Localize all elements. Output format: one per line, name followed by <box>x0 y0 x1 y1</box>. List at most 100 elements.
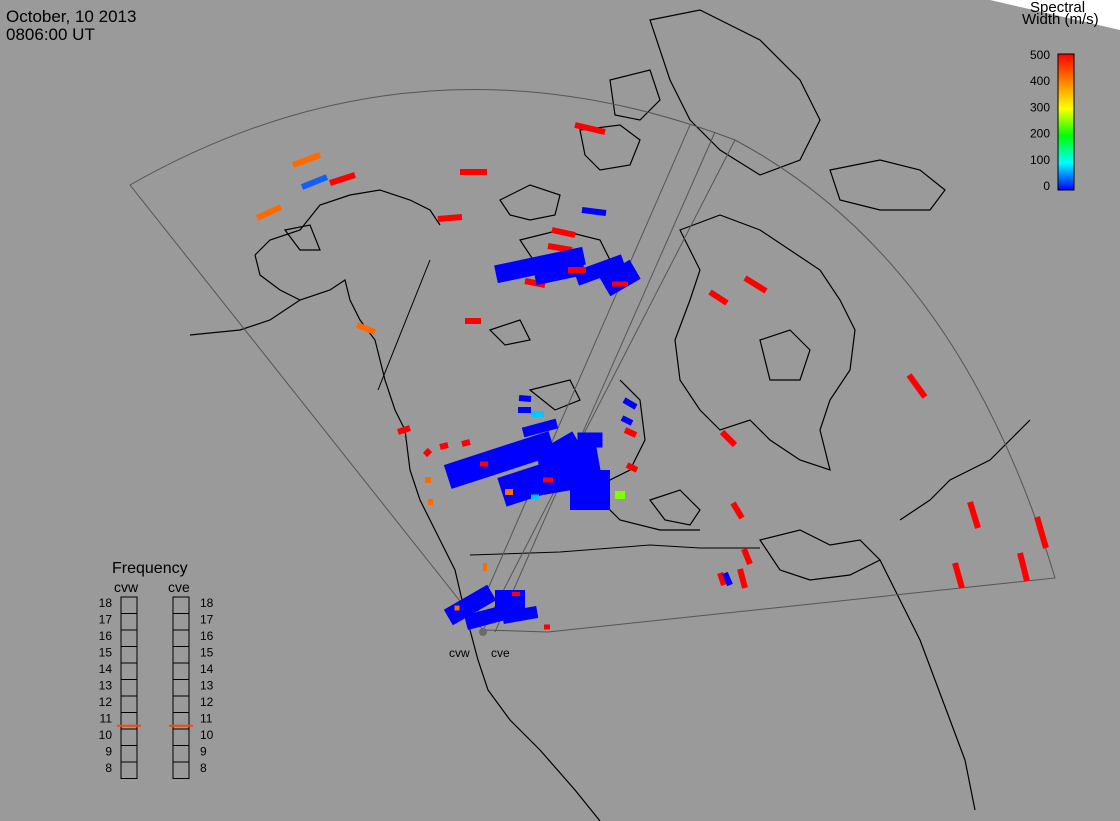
scatter-cluster <box>501 606 539 624</box>
frequency-scale-label: 10 <box>99 728 113 742</box>
colorbar-ticks: 500 400 300 200 100 0 <box>1030 48 1050 193</box>
scatter-cell <box>454 605 460 611</box>
scatter-cell <box>544 624 550 630</box>
frequency-scale-label: 18 <box>200 596 214 610</box>
frequency-scale-label: 14 <box>99 662 113 676</box>
scatter-cluster <box>570 470 610 510</box>
scatter-cluster <box>599 259 641 297</box>
scatter-cell <box>967 501 981 529</box>
scatter-cell <box>437 214 463 222</box>
scatter-cell <box>505 489 513 495</box>
frequency-panel: 18 18 17 17 16 16 15 15 14 14 13 13 12 12 11 11 10 10 9 9 8 8 <box>99 596 214 779</box>
colorbar <box>1057 53 1075 191</box>
frequency-title: Frequency <box>112 560 188 577</box>
scatter-cluster <box>521 418 559 438</box>
scatter-cluster <box>443 431 557 489</box>
radar-label-cve: cve <box>491 646 510 660</box>
scatter-cell <box>551 227 576 238</box>
scatter-cell <box>743 275 768 294</box>
frequency-scale-label: 13 <box>99 679 113 693</box>
colorbar-title-line1: Spectral <box>1030 0 1086 16</box>
radar-label-cvw: cvw <box>449 646 470 660</box>
scatter-cluster <box>443 584 497 626</box>
scatter-layer <box>255 122 1049 631</box>
scatter-cell <box>906 373 928 399</box>
scatter-cell <box>568 267 586 273</box>
colorbar-tick-label: 100 <box>1030 153 1050 167</box>
scatter-cell <box>1034 516 1049 549</box>
scatter-cluster <box>577 432 603 448</box>
scatter-cell <box>620 415 634 426</box>
frequency-scale-label: 15 <box>99 646 113 660</box>
scatter-cluster <box>573 254 627 286</box>
frequency-column-cve <box>172 596 190 779</box>
scatter-cell <box>512 592 520 596</box>
coastlines <box>189 9 1031 821</box>
colorbar-tick-label: 500 <box>1030 48 1050 62</box>
scatter-cell <box>461 439 471 447</box>
frequency-scale-label: 11 <box>200 712 213 726</box>
scatter-cell <box>952 562 965 589</box>
time-label: 0806:00 UT <box>6 25 95 44</box>
frequency-scale-label: 10 <box>200 728 214 742</box>
scatter-cluster <box>494 246 586 284</box>
scatter-cell <box>518 395 532 402</box>
scatter-cell <box>480 461 488 467</box>
frequency-scale-label: 9 <box>105 745 112 759</box>
scatter-cell <box>329 172 356 186</box>
frequency-label-cvw: cvw <box>114 579 139 595</box>
scatter-cell <box>532 411 544 417</box>
scatter-cell <box>741 547 753 566</box>
scatter-cell <box>612 281 628 287</box>
scatter-cell <box>1017 552 1030 582</box>
scatter-cell <box>291 152 322 168</box>
scatter-cell <box>622 397 638 410</box>
colorbar-tick-label: 200 <box>1030 127 1050 141</box>
frequency-scale-label: 18 <box>99 596 113 610</box>
date-label: October, 10 2013 <box>6 7 137 26</box>
scatter-cell <box>397 425 411 435</box>
frequency-scale-label: 9 <box>200 745 207 759</box>
frequency-scale-label: 17 <box>200 613 214 627</box>
scatter-cell <box>483 563 487 571</box>
radar-fov <box>129 88 1056 633</box>
frequency-scale-label: 14 <box>200 662 214 676</box>
scatter-cell <box>615 491 625 499</box>
scatter-cell <box>717 572 727 586</box>
frequency-scale-label: 16 <box>99 629 113 643</box>
scatter-cell <box>439 442 449 450</box>
colorbar-tick-label: 400 <box>1030 74 1050 88</box>
corner-highlight <box>990 0 1120 30</box>
scatter-cluster <box>537 431 583 469</box>
scatter-cell <box>574 122 606 135</box>
frequency-scale-label: 17 <box>99 613 113 627</box>
frequency-scale-label: 16 <box>200 629 214 643</box>
scatter-cell <box>543 477 553 483</box>
frequency-scale-label: 13 <box>200 679 214 693</box>
scatter-cell <box>708 289 729 306</box>
frequency-scale-label: 8 <box>200 761 207 775</box>
scatter-cell <box>524 278 546 288</box>
colorbar-tick-label: 0 <box>1043 179 1050 193</box>
scatter-cell <box>422 447 433 458</box>
frequency-scale-label: 12 <box>200 695 214 709</box>
scatter-cell <box>722 571 733 587</box>
scatter-cell <box>300 174 329 190</box>
scatter-cell <box>547 243 573 253</box>
colorbar-title-line2: Width (m/s) <box>1022 11 1099 28</box>
scatter-cell <box>623 427 638 438</box>
scatter-cell <box>355 322 377 335</box>
scatter-cell <box>730 501 745 520</box>
scatter-cell <box>719 429 738 448</box>
frequency-scale-label: 11 <box>100 712 113 726</box>
scatter-cell <box>625 462 639 473</box>
frequency-scale-label: 12 <box>99 695 113 709</box>
colorbar-tick-label: 300 <box>1030 100 1050 114</box>
borders <box>377 259 760 556</box>
scatter-cell <box>255 204 283 221</box>
frequency-scale-label: 8 <box>105 761 112 775</box>
radar-site-marker <box>479 628 487 636</box>
frequency-column-cvw <box>120 596 138 779</box>
scatter-cell <box>531 494 539 500</box>
